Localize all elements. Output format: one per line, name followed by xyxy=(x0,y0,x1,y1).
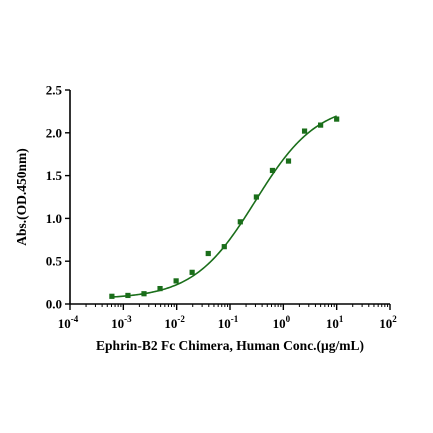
data-point xyxy=(285,158,292,164)
data-point xyxy=(237,219,243,225)
y-tick-label: 2.0 xyxy=(46,125,62,140)
y-ticks: 0.0 0.5 1.0 1.5 2.0 2.5 xyxy=(46,83,70,312)
y-tick-label: 2.5 xyxy=(46,83,63,98)
data-point xyxy=(318,122,324,128)
y-tick-label: 0.5 xyxy=(46,254,63,269)
x-tick-label: 10-1 xyxy=(218,314,239,331)
data-points xyxy=(109,116,340,299)
data-point xyxy=(221,244,227,250)
y-tick-label: 1.5 xyxy=(46,168,63,183)
y-axis-title: Abs.(OD.450nm) xyxy=(14,148,29,246)
data-point xyxy=(269,167,276,174)
data-point xyxy=(189,269,195,275)
x-axis-title: Ephrin-B2 Fc Chimera, Human Conc.(μg/mL) xyxy=(96,338,364,353)
x-tick-exponent: 2 xyxy=(392,314,397,324)
x-tick-label: 10-3 xyxy=(111,314,132,331)
data-point xyxy=(334,116,340,122)
x-tick-exponent: 1 xyxy=(339,314,344,324)
x-tick-label: 102 xyxy=(379,314,397,331)
x-tick-base: 10 xyxy=(164,316,177,331)
x-tick-base: 10 xyxy=(326,316,339,331)
x-tick-base: 10 xyxy=(218,316,231,331)
data-point xyxy=(109,293,115,299)
x-tick-label: 10-2 xyxy=(164,314,185,331)
fit-curve xyxy=(111,115,337,298)
data-point xyxy=(157,285,163,292)
x-tick-exponent: -3 xyxy=(124,314,132,324)
y-tick-label: 1.0 xyxy=(46,211,62,226)
x-tick-base: 10 xyxy=(58,316,71,331)
x-tick-label: 101 xyxy=(326,314,344,331)
x-tick-base: 10 xyxy=(111,316,124,331)
x-tick-label: 100 xyxy=(273,314,291,331)
data-point xyxy=(141,291,147,297)
data-point xyxy=(125,292,131,299)
x-tick-exponent: 0 xyxy=(286,314,291,324)
data-point xyxy=(301,128,308,134)
x-tick-base: 10 xyxy=(273,316,286,331)
x-tick-exponent: -4 xyxy=(71,314,79,324)
x-tick-exponent: -1 xyxy=(231,314,239,324)
x-tick-base: 10 xyxy=(379,316,392,331)
data-point xyxy=(205,250,211,257)
x-ticks: 10-4 10-3 10-2 10-1 100 101 102 xyxy=(58,304,397,331)
y-tick-label: 0.0 xyxy=(46,297,62,312)
axes xyxy=(69,90,390,305)
x-tick-exponent: -2 xyxy=(177,314,185,324)
data-point xyxy=(253,194,259,200)
x-tick-label: 10-4 xyxy=(58,314,79,331)
data-point xyxy=(173,278,179,284)
